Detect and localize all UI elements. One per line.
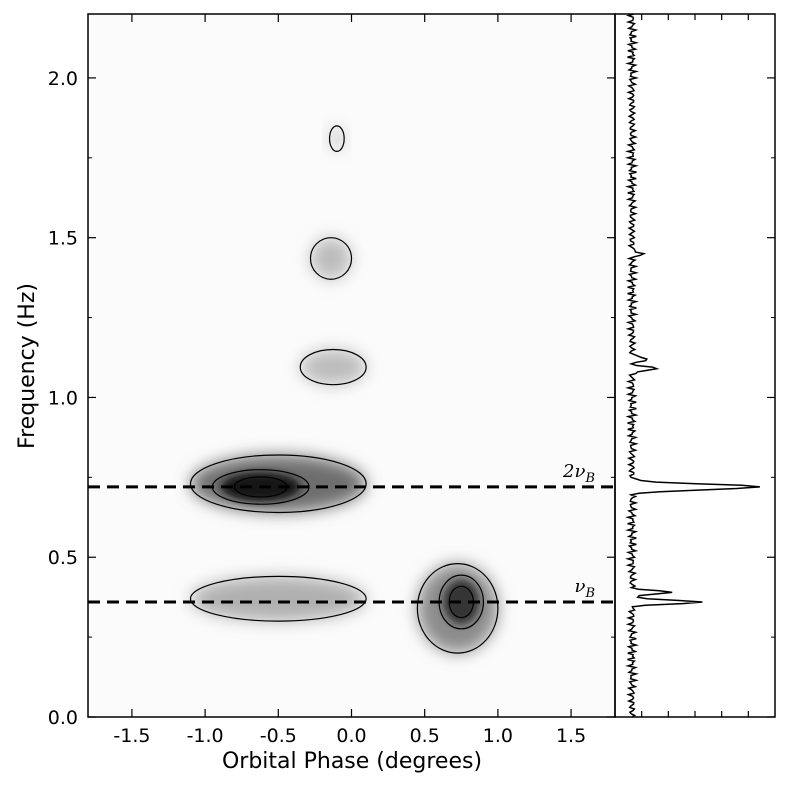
contour-nuB-band-right [416,563,499,654]
profile-ticks [641,14,775,718]
y-axis-ticks: 0.0 0.5 1.0 1.5 2.0 [48,68,615,729]
x-tick-label: 1.5 [556,725,586,747]
contour-nuB-band-left [189,575,367,622]
profile-frame [614,13,776,718]
profile-panel [614,13,776,718]
x-tick-label: 1.0 [483,725,513,747]
y-tick-label: 2.0 [48,68,78,90]
contour-band-1.8 [328,125,345,153]
heat-blob-band-1.1 [300,349,367,385]
contour-band-1.1 [299,348,367,386]
y-tick-label: 1.5 [48,228,78,250]
contour-band-1.45 [309,237,353,280]
x-tick-label: -1.0 [187,725,224,747]
x-tick-label: 0.5 [410,725,440,747]
heat-blob-nuB-band-left [190,576,367,622]
x-tick-label: -1.5 [113,725,150,747]
x-tick-label: -0.5 [260,725,297,747]
x-axis-ticks: -1.5 -1.0 -0.5 0.0 0.5 1.0 1.5 [113,14,586,747]
heat-blob-band-1.45 [310,237,352,280]
x-tick-label: 0.0 [336,725,366,747]
y-axis-title: Frequency (Hz) [15,283,40,449]
heat-blob-band-1.8 [329,125,345,152]
x-axis-title: Orbital Phase (degrees) [222,749,482,774]
y-tick-label: 1.0 [48,387,78,409]
y-tick-label: 0.0 [48,707,78,729]
y-tick-label: 0.5 [48,547,78,569]
contour-2nuB-band [189,454,367,514]
profile-line [624,14,760,717]
